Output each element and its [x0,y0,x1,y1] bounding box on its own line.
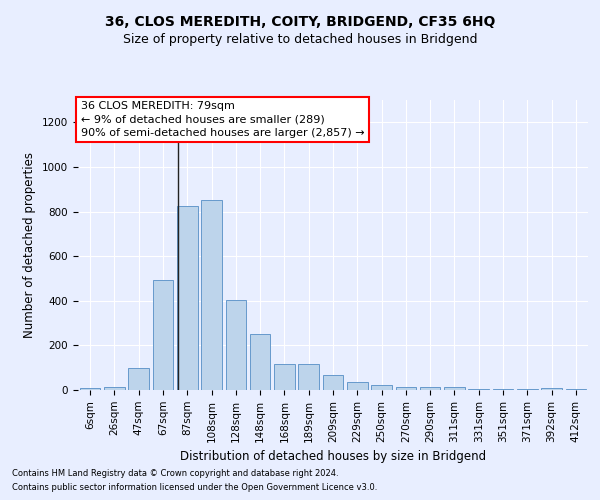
Bar [226,300,246,390]
Bar [371,385,392,390]
Bar [469,389,489,390]
Text: Size of property relative to detached houses in Bridgend: Size of property relative to detached ho… [123,32,477,46]
Bar [274,364,295,390]
Bar [517,389,538,390]
Bar [493,389,514,390]
Text: Contains HM Land Registry data © Crown copyright and database right 2024.: Contains HM Land Registry data © Crown c… [12,468,338,477]
Bar [104,386,125,390]
Bar [541,388,562,390]
Bar [128,368,149,390]
Bar [250,334,271,390]
X-axis label: Distribution of detached houses by size in Bridgend: Distribution of detached houses by size … [180,450,486,463]
Bar [201,200,222,390]
Bar [298,364,319,390]
Bar [347,382,368,390]
Text: 36, CLOS MEREDITH, COITY, BRIDGEND, CF35 6HQ: 36, CLOS MEREDITH, COITY, BRIDGEND, CF35… [105,15,495,29]
Bar [80,388,100,390]
Text: 36 CLOS MEREDITH: 79sqm
← 9% of detached houses are smaller (289)
90% of semi-de: 36 CLOS MEREDITH: 79sqm ← 9% of detached… [80,102,364,138]
Bar [566,389,586,390]
Bar [420,387,440,390]
Bar [395,387,416,390]
Bar [444,387,465,390]
Y-axis label: Number of detached properties: Number of detached properties [23,152,37,338]
Bar [177,206,197,390]
Text: Contains public sector information licensed under the Open Government Licence v3: Contains public sector information licen… [12,484,377,492]
Bar [152,280,173,390]
Bar [323,375,343,390]
